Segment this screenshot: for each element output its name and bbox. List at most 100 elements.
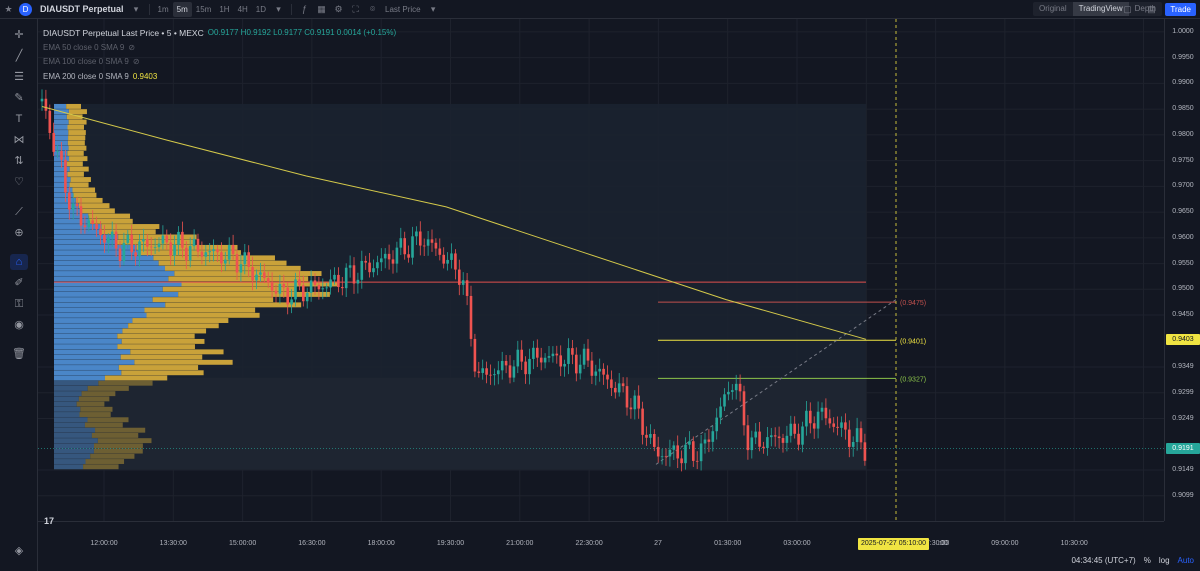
zoom-icon[interactable]: ⊕ [14,227,24,239]
candle-body-up [770,435,773,438]
volume-profile-bar-sell [97,438,152,444]
time-tick-label: 12:00:00 [90,540,118,547]
view-depth[interactable]: Depth [1134,4,1156,13]
expand-icon[interactable]: ▢ [1123,4,1132,14]
heart-icon[interactable]: ♡ [14,176,24,188]
interval-1h[interactable]: 1H [219,4,230,14]
lock-icon[interactable]: ⚿ [14,298,24,310]
candle-body-up [688,441,691,445]
candle-body-down [387,253,391,260]
pattern-icon[interactable]: ⋈ [13,134,25,146]
chevron-down-icon[interactable]: ▾ [430,3,436,14]
volume-profile-bar-sell [87,385,129,391]
indicators-icon[interactable]: ƒ [302,3,308,14]
trend-line-icon[interactable]: ╱ [15,50,23,62]
volume-profile-bar-sell [83,464,119,470]
view-switch: Original TradingView Depth [1033,2,1162,16]
chevron-down-icon[interactable]: ▾ [133,3,139,14]
horizontal-lines-icon[interactable]: ☰ [14,71,24,83]
candle-body-up [107,237,110,243]
volume-profile-bar-sell [68,119,87,125]
candle-body-down [52,132,55,152]
candle-body-down [606,374,609,380]
candle-body-down [99,229,102,236]
chart-canvas[interactable]: (0.9475) (0.9401) (0.9327) [38,19,1164,521]
eye-off-icon[interactable]: ⊘ [132,57,140,66]
layout-grid-icon[interactable]: ▦ [317,3,326,14]
symbol-selector[interactable]: DIAUSDT Perpetual [40,3,124,14]
time-axis[interactable]: 12:00:00 13:30:00 15:00:00 16:30:00 18:00:00… [38,521,1164,551]
eye-off-icon[interactable]: ⊘ [128,42,136,52]
legend-ema50[interactable]: EMA 50 close 0 SMA 9 ⊘ [43,41,396,56]
candle-body-up [703,439,707,444]
candle-body-down [68,192,71,210]
magnet-icon[interactable]: ⌂ [10,254,28,270]
volume-profile-bar-sell [93,448,143,454]
ruler-icon[interactable]: ⟋ [15,206,23,218]
lock-drawing-icon[interactable]: ✐ [14,277,24,289]
crosshair-icon[interactable]: ✛ [14,29,24,41]
interval-15m[interactable]: 15m [195,4,212,14]
candle-body-down [60,151,63,160]
settings-icon[interactable]: ⚙ [334,3,343,14]
volume-profile-bar-sell [72,187,96,193]
layout-icon[interactable]: ▤ [1147,4,1156,14]
camera-icon[interactable]: ⌾ [369,3,376,14]
volume-profile-bar-sell [174,271,322,276]
chart-legend: DIAUSDT Perpetual Last Price • 5 • MEXC … [43,26,396,84]
legend-ema100[interactable]: EMA 100 close 0 SMA 9 ⊘ [43,55,396,70]
interval-1m[interactable]: 1m [157,4,169,14]
candle-body-down [118,248,122,262]
candle-body-down [403,238,406,255]
candle-body-down [863,442,867,461]
volume-profile-bar-buy [54,276,169,282]
volume-profile-bar-buy [54,318,133,323]
volume-profile-bar-sell [98,380,153,386]
trash-icon[interactable]: 🗑 [12,348,26,360]
candle-body-up [325,287,328,289]
price-tick-label: 0.9450 [1172,311,1194,319]
clock[interactable]: 04:34:45 (UTC+7) [1071,556,1136,565]
brush-icon[interactable]: ✎ [14,92,24,104]
view-original[interactable]: Original [1039,4,1067,13]
chart-pane[interactable]: (0.9475) (0.9401) (0.9327) [38,19,1164,521]
candle-body-down [114,231,118,249]
candle-body-up [188,246,192,261]
candle-body-down [442,254,445,264]
forecast-icon[interactable]: ⇅ [14,155,24,167]
candle-body-up [446,259,449,264]
time-tick-label: :00 [938,540,948,547]
candle-body-down [485,368,488,375]
volume-profile-bar-buy [54,365,119,370]
price-axis[interactable]: 1.0000 0.9950 0.9900 0.9850 0.9800 0.9750 0.97… [1164,19,1200,521]
chevron-down-icon[interactable]: ▾ [276,3,281,14]
trade-button[interactable]: Trade [1165,3,1196,16]
log-toggle[interactable]: log [1158,556,1170,565]
price-source-dropdown[interactable]: Last Price [385,4,421,14]
candle-body-down [181,231,184,248]
interval-4h[interactable]: 4H [237,4,248,14]
auto-toggle[interactable]: Auto [1177,556,1194,565]
legend-ema200[interactable]: EMA 200 close 0 SMA 9 0.9403 [43,70,396,85]
candle-body-up [547,356,551,358]
interval-1d[interactable]: 1D [255,4,267,14]
candle-body-down [762,446,765,448]
interval-5m[interactable]: 5m [172,1,192,17]
volume-profile-bar-sell [78,396,110,402]
view-tradingview[interactable]: TradingView [1072,2,1129,16]
star-icon[interactable]: ★ [4,3,13,14]
volume-profile-bar-buy [54,380,99,386]
volume-profile-bar-buy [54,229,100,235]
layers-icon[interactable]: ◈ [14,545,24,557]
fullscreen-icon[interactable]: ⛶ [352,3,359,14]
percent-toggle[interactable]: % [1143,556,1151,565]
volume-profile-bar-sell [104,375,168,381]
ema200-value: 0.9403 [132,71,158,81]
candle-body-up [87,220,91,228]
eye-icon[interactable]: ◉ [14,319,24,331]
legend-ohlc: O0.9177 H0.9192 L0.9177 C0.9191 0.0014 (… [207,28,397,37]
volume-profile-bar-buy [54,385,88,391]
text-icon[interactable]: T [15,113,23,125]
volume-profile-bar-buy [54,239,118,245]
